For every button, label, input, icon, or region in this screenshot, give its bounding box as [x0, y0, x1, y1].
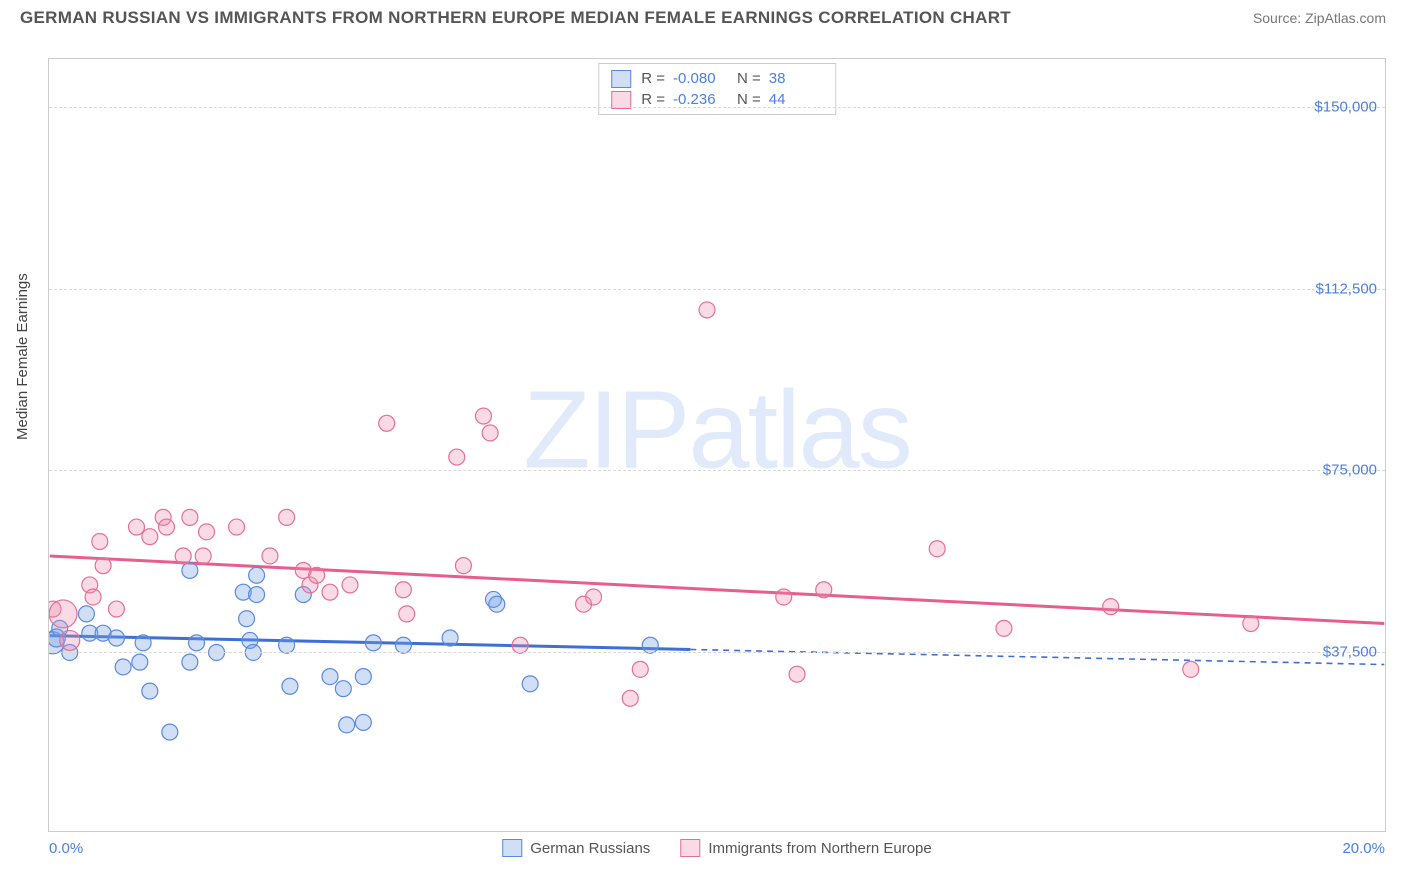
chart-title: GERMAN RUSSIAN VS IMMIGRANTS FROM NORTHE…	[20, 8, 1011, 28]
stats-row-0: R = -0.080 N = 38	[611, 68, 823, 89]
plot-area: ZIPatlas R = -0.080 N = 38 R = -0.236 N …	[48, 58, 1386, 832]
swatch-1	[611, 91, 631, 109]
r-label-0: R =	[637, 68, 665, 89]
gridline	[49, 652, 1385, 653]
legend-item-0: German Russians	[502, 839, 650, 857]
source-label: Source: ZipAtlas.com	[1253, 10, 1386, 26]
legend: German Russians Immigrants from Northern…	[502, 839, 931, 857]
gridline	[49, 470, 1385, 471]
y-tick-label: $112,500	[1316, 280, 1377, 297]
n-label-0: N =	[733, 68, 761, 89]
gridline	[49, 107, 1385, 108]
legend-swatch-0	[502, 839, 522, 857]
y-tick-label: $37,500	[1323, 643, 1377, 660]
watermark-main: ZIP	[523, 368, 688, 491]
x-tick-label: 20.0%	[1342, 840, 1385, 857]
y-tick-label: $150,000	[1314, 99, 1377, 116]
legend-label-0: German Russians	[530, 840, 650, 857]
y-axis-title: Median Female Earnings	[14, 273, 31, 440]
legend-label-1: Immigrants from Northern Europe	[708, 840, 931, 857]
swatch-0	[611, 70, 631, 88]
chart-svg	[49, 59, 1385, 831]
legend-item-1: Immigrants from Northern Europe	[680, 839, 931, 857]
legend-swatch-1	[680, 839, 700, 857]
header: GERMAN RUSSIAN VS IMMIGRANTS FROM NORTHE…	[0, 0, 1406, 34]
watermark: ZIPatlas	[523, 366, 910, 493]
n-val-0: 38	[767, 68, 823, 89]
y-tick-label: $75,000	[1323, 462, 1377, 479]
r-val-0: -0.080	[671, 68, 727, 89]
x-tick-label: 0.0%	[49, 840, 83, 857]
watermark-sub: atlas	[688, 368, 910, 491]
gridline	[49, 289, 1385, 290]
